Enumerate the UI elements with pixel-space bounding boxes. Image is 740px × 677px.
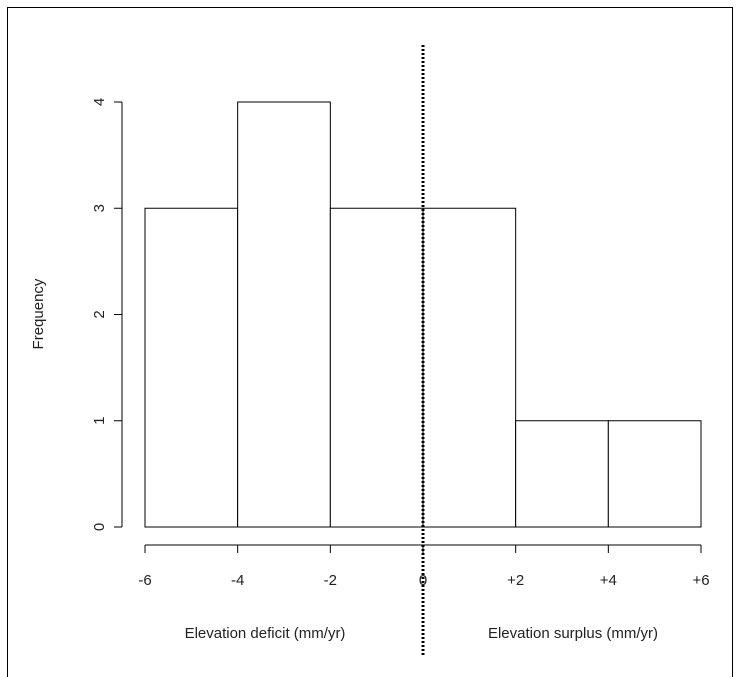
x-tick-label: -2 bbox=[324, 572, 337, 589]
y-tick-label: 1 bbox=[91, 417, 108, 425]
y-axis: 0 1 2 3 4 bbox=[91, 98, 122, 531]
x-axis-label-surplus: Elevation surplus (mm/yr) bbox=[488, 625, 658, 642]
x-tick-label: -6 bbox=[138, 572, 151, 589]
y-tick-label: 0 bbox=[91, 523, 108, 531]
histogram-bar bbox=[423, 208, 516, 527]
histogram-bar bbox=[608, 421, 701, 527]
x-axis-label-deficit: Elevation deficit (mm/yr) bbox=[185, 625, 346, 642]
x-tick-label: +4 bbox=[600, 572, 617, 589]
x-tick-label: +6 bbox=[692, 572, 709, 589]
histogram-bar bbox=[145, 208, 238, 527]
x-tick-label: +2 bbox=[507, 572, 524, 589]
y-tick-label: 3 bbox=[91, 204, 108, 212]
y-tick-label: 4 bbox=[91, 98, 108, 106]
histogram-bar bbox=[516, 421, 609, 527]
histogram-bar bbox=[330, 208, 423, 527]
histogram-bar bbox=[238, 102, 331, 527]
y-axis-label: Frequency bbox=[30, 278, 47, 349]
y-tick-label: 2 bbox=[91, 310, 108, 318]
x-tick-label: -4 bbox=[231, 572, 244, 589]
